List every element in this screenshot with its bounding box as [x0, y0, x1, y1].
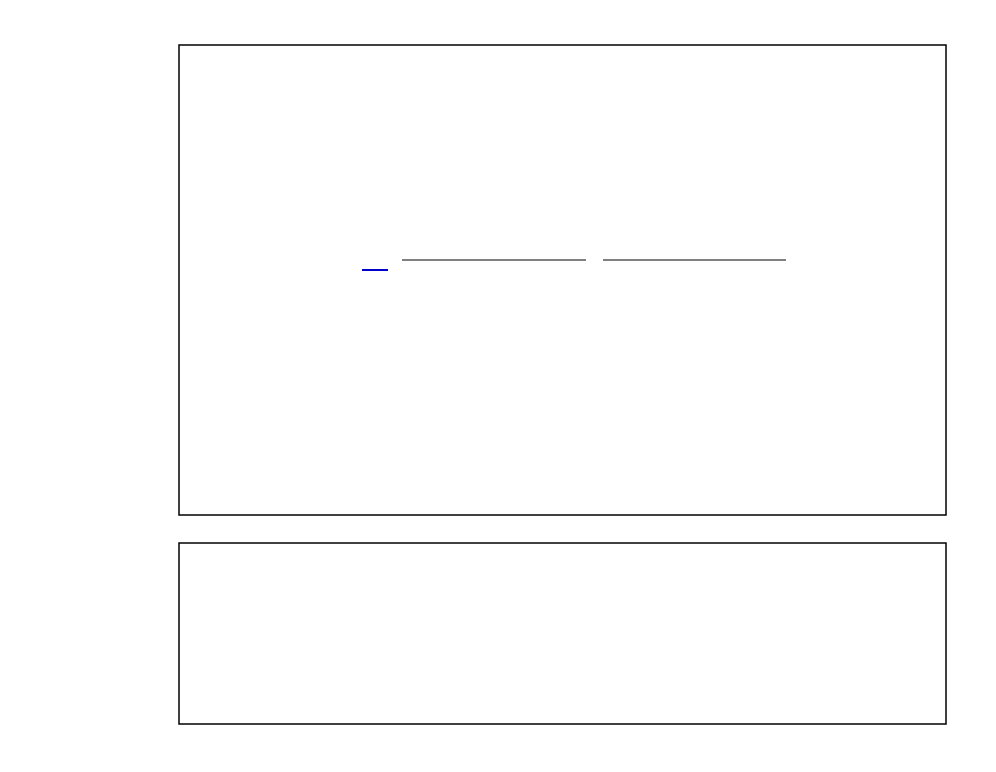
ratio-plot-frame — [178, 542, 947, 725]
efficiency-plot-frame — [178, 44, 947, 516]
legend — [362, 259, 786, 271]
